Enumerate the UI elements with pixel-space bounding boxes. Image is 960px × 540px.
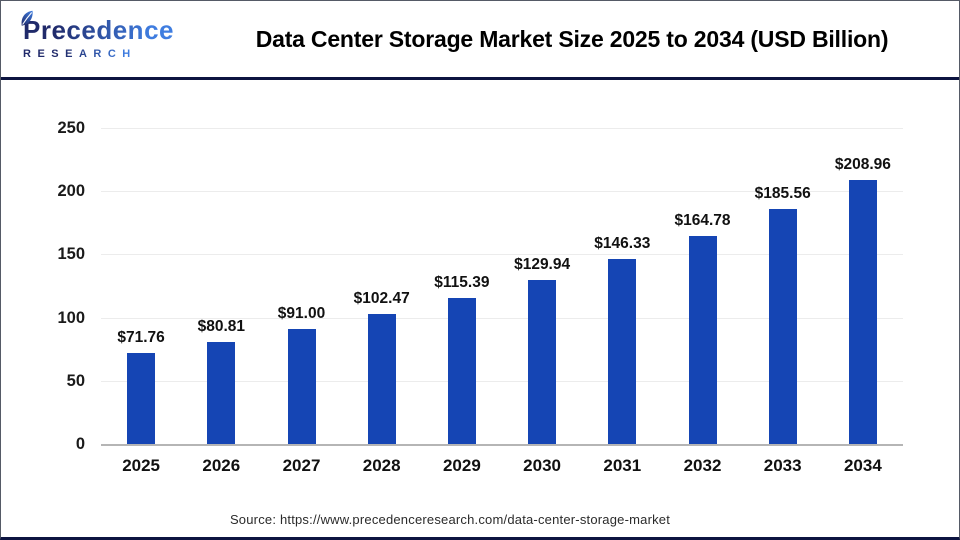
y-tick-150: 150 [57, 245, 85, 264]
bar-2034 [848, 179, 877, 444]
bar-2025 [127, 353, 156, 444]
chart-title: Data Center Storage Market Size 2025 to … [255, 25, 889, 52]
y-tick-0: 0 [75, 435, 85, 453]
logo-name: Precedence [23, 14, 174, 45]
bar-2032 [688, 235, 717, 444]
gridline-50 [101, 380, 903, 382]
y-tick-100: 100 [57, 308, 85, 327]
y-tick-250: 250 [57, 119, 85, 137]
value-label-2031: $146.33 [594, 235, 651, 253]
gridline-250 [101, 128, 903, 129]
gridline-200 [101, 191, 903, 193]
value-label-2027: $91.00 [277, 304, 326, 322]
x-label-2030: 2030 [523, 456, 561, 475]
y-tick-50: 50 [66, 371, 85, 390]
value-label-2029: $115.39 [434, 274, 490, 292]
value-label-2034: $208.96 [834, 155, 891, 173]
gridline-100 [101, 317, 903, 319]
source-text: Source: https://www.precedenceresearch.c… [229, 512, 671, 527]
y-tick-200: 200 [57, 182, 85, 201]
x-label-2034: 2034 [843, 456, 882, 475]
plot-area: 0 50 100 150 200 250 $71.76 2025 $80.81 2026 $91.0… [57, 119, 903, 475]
x-label-2025: 2025 [122, 456, 161, 475]
value-label-2033: $185.56 [754, 185, 811, 203]
x-label-2026: 2026 [202, 456, 241, 475]
bar-2026 [207, 341, 236, 444]
value-label-2032: $164.78 [674, 211, 731, 229]
logo-subtitle: RESEARCH [23, 47, 137, 60]
x-label-2027: 2027 [282, 456, 321, 475]
bar-2031 [608, 259, 637, 444]
bar-2028 [367, 314, 396, 444]
gridline-150 [101, 254, 903, 256]
value-label-2028: $102.47 [353, 290, 410, 308]
bar-2029 [447, 298, 476, 444]
bar-2033 [768, 209, 797, 444]
x-label-2029: 2029 [442, 456, 481, 475]
value-label-2025: $71.76 [117, 329, 165, 347]
value-label-2026: $80.81 [197, 317, 245, 335]
x-label-2031: 2031 [603, 456, 642, 475]
leaf-icon [18, 8, 38, 32]
precedence-research-logo: Precedence RESEARCH [21, 10, 193, 62]
bar-2030 [528, 279, 557, 444]
header: Precedence RESEARCH Data Center Storage … [1, 1, 959, 80]
x-label-2032: 2032 [683, 456, 722, 475]
x-label-2028: 2028 [362, 456, 401, 475]
bar-2027 [287, 328, 316, 444]
value-label-2030: $129.94 [514, 255, 571, 273]
x-label-2033: 2033 [763, 456, 802, 475]
